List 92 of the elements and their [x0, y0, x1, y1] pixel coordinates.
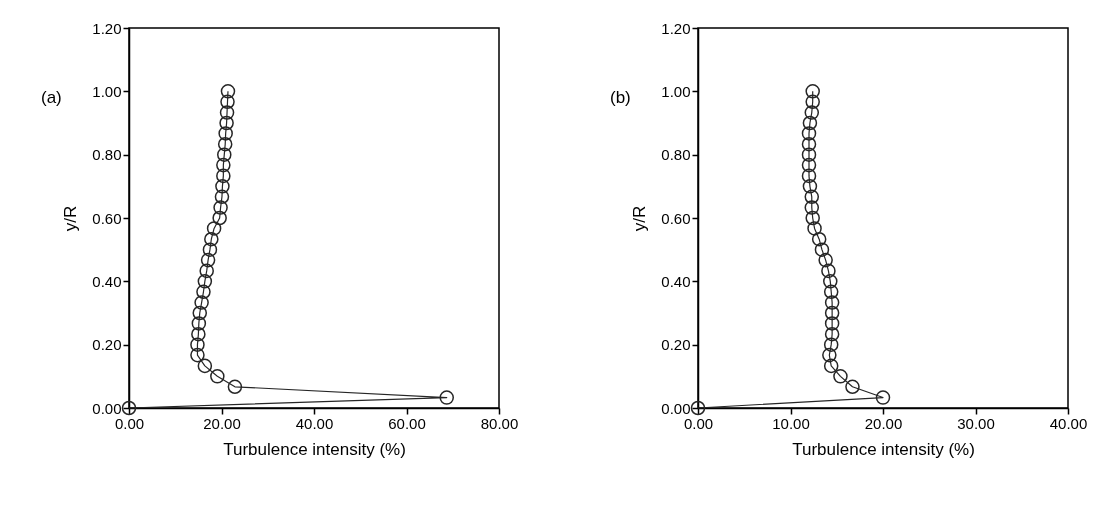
point — [807, 221, 822, 236]
point — [804, 189, 820, 205]
x-tick-label: 0.00 — [114, 414, 145, 432]
point — [804, 200, 820, 215]
point — [823, 274, 838, 289]
point — [823, 284, 839, 300]
x-tick-label: 20.00 — [203, 414, 241, 432]
y-tick-label: 0.20 — [92, 336, 122, 354]
point — [196, 284, 211, 300]
point — [821, 263, 836, 279]
point — [213, 200, 228, 215]
point — [216, 157, 231, 173]
point — [121, 400, 137, 416]
y-tick-label: 1.20 — [661, 19, 691, 37]
text: (b) — [610, 88, 631, 107]
x-tick-label: 20.00 — [864, 414, 903, 432]
x-axis-title: Turbulence intensity (%) — [792, 439, 975, 459]
x-tick-label: 0.00 — [683, 414, 714, 432]
y-axis-title: y/R — [61, 205, 81, 232]
point — [190, 347, 205, 363]
x-axis-title: Turbulence intensity (%) — [223, 439, 406, 459]
point — [217, 136, 233, 152]
point — [214, 189, 230, 205]
point — [197, 274, 213, 289]
point — [801, 147, 817, 162]
point — [818, 252, 833, 268]
y-tick-label: 0.60 — [661, 209, 691, 227]
point — [805, 84, 820, 99]
y-tick-label: 0.20 — [661, 336, 691, 354]
point — [219, 105, 235, 120]
point — [802, 179, 818, 194]
point — [217, 147, 232, 162]
point — [811, 231, 827, 247]
point — [199, 263, 214, 279]
point — [801, 126, 817, 141]
point — [801, 136, 817, 152]
point — [822, 347, 837, 363]
point — [804, 105, 820, 120]
point — [191, 316, 207, 331]
point — [219, 115, 234, 131]
point — [823, 337, 839, 352]
x-tick-label: 30.00 — [957, 414, 995, 432]
y-tick-label: 1.20 — [92, 19, 122, 37]
y-tick-label: 0.80 — [92, 146, 122, 164]
point — [218, 126, 233, 141]
point — [204, 231, 219, 247]
x-tick-label: 60.00 — [388, 414, 426, 432]
y-tick-label: 0.40 — [92, 272, 122, 290]
x-tick-label: 40.00 — [1049, 414, 1088, 432]
point — [200, 252, 216, 268]
point — [805, 94, 820, 110]
point — [190, 337, 205, 352]
point — [439, 390, 455, 405]
point — [202, 242, 218, 257]
point — [824, 305, 840, 321]
point — [215, 179, 230, 194]
point — [845, 379, 860, 395]
x-tick-label: 80.00 — [480, 414, 519, 432]
point — [216, 168, 231, 184]
y-tick-label: 0.60 — [92, 209, 122, 227]
point — [805, 210, 820, 226]
point — [220, 84, 236, 99]
y-tick-label: 0.00 — [661, 399, 691, 417]
point — [833, 369, 848, 384]
y-tick-label: 1.00 — [92, 82, 122, 100]
point — [197, 358, 213, 374]
y-tick-label: 0.80 — [661, 146, 691, 164]
y-tick-label: 0.40 — [661, 272, 691, 290]
point — [690, 400, 706, 416]
point — [802, 115, 818, 131]
x-tick-label: 10.00 — [772, 414, 810, 432]
point — [801, 168, 817, 184]
point — [194, 295, 209, 310]
point — [210, 369, 225, 384]
point — [220, 94, 235, 110]
point — [192, 305, 208, 321]
point — [801, 157, 817, 173]
point — [206, 221, 222, 236]
point — [824, 326, 840, 342]
y-tick-label: 1.00 — [661, 82, 691, 100]
point — [824, 316, 840, 331]
point — [212, 210, 227, 226]
point — [823, 358, 839, 374]
x-tick-label: 40.00 — [295, 414, 334, 432]
y-axis-title: y/R — [630, 205, 650, 232]
point — [227, 379, 243, 395]
point — [814, 242, 830, 257]
text: (a) — [41, 88, 62, 107]
point — [824, 295, 840, 310]
y-tick-label: 0.00 — [92, 399, 122, 417]
point — [191, 326, 206, 342]
point — [875, 390, 891, 405]
